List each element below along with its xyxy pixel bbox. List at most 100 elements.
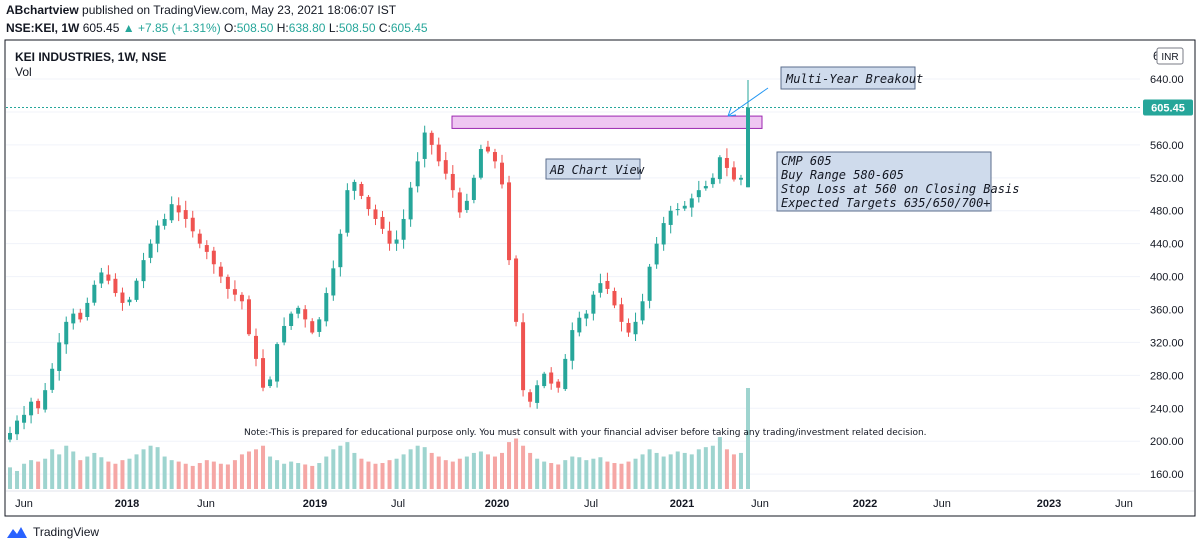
volume-bar <box>92 452 97 489</box>
chart-view-label-box[interactable] <box>545 158 641 180</box>
volume-bar <box>331 449 336 489</box>
candle-body <box>471 177 476 200</box>
volume-bar <box>710 445 715 489</box>
volume-bar <box>436 456 441 489</box>
candle-body <box>549 372 554 384</box>
volume-bar <box>500 452 504 489</box>
price-chart[interactable]: KEI INDUSTRIES, 1W, NSE Vol 160.00 200.00… <box>0 0 1200 520</box>
candle-body <box>507 182 512 261</box>
candle-body <box>8 432 12 440</box>
volume-bar <box>408 449 413 489</box>
candle-body <box>717 157 722 180</box>
candle-body <box>563 358 568 390</box>
trade-note-buy-range: Buy Range 580-605 <box>781 168 904 182</box>
candle-body <box>268 379 273 387</box>
candle-body <box>450 173 455 191</box>
volume-bar <box>471 452 476 489</box>
volume-bar <box>724 449 729 489</box>
volume-bar <box>317 463 322 489</box>
candle-body <box>246 299 251 335</box>
candle-body <box>478 149 483 178</box>
currency-badge[interactable] <box>1156 47 1184 65</box>
price-axis[interactable]: 160.00 200.00 240.00 280.00 320.00 360.00 400.… <box>1150 74 1184 481</box>
volume-bar <box>570 456 575 489</box>
footer: TradingView <box>6 524 99 540</box>
candle-body <box>514 258 519 322</box>
published-text: published on TradingView.com, May 23, 20… <box>82 3 397 17</box>
candle-body <box>282 325 287 343</box>
volume-bar <box>120 460 125 489</box>
volume-bar <box>464 456 469 489</box>
volume-bar <box>492 456 497 489</box>
volume-bar <box>71 451 76 489</box>
volume-bar <box>457 458 462 489</box>
volume-bar <box>338 445 343 489</box>
candle-body <box>155 225 160 244</box>
volume-bar <box>535 458 540 489</box>
candle-body <box>289 313 294 326</box>
pane-title: KEI INDUSTRIES, 1W, NSE <box>15 50 166 64</box>
volume-bar <box>64 445 69 489</box>
time-axis[interactable]: Jun 2018 Jun 2019 Jul 2020 Jul 2021 Jun 2022 Jun 20… <box>6 490 1194 510</box>
publisher-name[interactable]: ABchartview <box>6 3 79 17</box>
y-tick-label: 360.00 <box>1150 305 1184 317</box>
open-value: 508.50 <box>236 21 274 35</box>
candle-body <box>675 209 680 211</box>
volume-bar <box>415 445 420 489</box>
candle-body <box>352 181 357 191</box>
volume-bar <box>352 452 357 489</box>
volume-bar <box>556 464 561 489</box>
candle-body <box>696 190 701 198</box>
candle-body <box>464 200 469 210</box>
breakout-zone[interactable] <box>451 115 763 129</box>
candle-series <box>8 80 750 443</box>
trade-note-box[interactable] <box>776 151 992 212</box>
candle-body <box>254 335 258 359</box>
last-price-badge-label: 605.45 <box>1151 102 1185 114</box>
candle-body <box>99 272 104 284</box>
volume-bar <box>162 456 167 489</box>
low-value: 508.50 <box>338 21 376 35</box>
candle-body <box>106 274 111 281</box>
volume-bar <box>204 460 209 489</box>
x-tick-label: Jun <box>933 498 951 510</box>
volume-bar <box>183 463 188 489</box>
volume-bar <box>268 456 273 489</box>
candle-body <box>401 218 406 240</box>
breakout-label-box[interactable] <box>780 66 916 90</box>
volume-bar <box>387 460 392 489</box>
candle-body <box>746 107 750 188</box>
tradingview-logo-icon[interactable] <box>6 524 28 540</box>
volume-bar <box>640 454 645 489</box>
candle-body <box>366 196 371 210</box>
trade-note-cmp: CMP 605 <box>781 154 832 168</box>
volume-bar <box>633 458 638 489</box>
y-tick-label: 480.00 <box>1150 206 1184 218</box>
candle-body <box>654 243 659 265</box>
volume-bar <box>36 461 41 489</box>
y-tick-label: 280.00 <box>1150 370 1184 382</box>
volume-bar <box>373 463 378 489</box>
volume-bar <box>668 454 673 489</box>
candle-body <box>211 250 216 265</box>
volume-bar <box>50 449 55 489</box>
volume-bar <box>22 463 27 489</box>
volume-bar <box>148 445 153 489</box>
volume-bar <box>738 452 743 489</box>
volume-bar <box>380 463 385 489</box>
volume-bar <box>746 388 750 489</box>
candle-body <box>85 302 90 317</box>
candle-body <box>738 177 743 180</box>
volume-bar <box>310 465 315 489</box>
x-tick-label: Jun <box>197 498 215 510</box>
volume-bar <box>682 452 687 489</box>
volume-bar <box>422 447 427 489</box>
currency-label: INR <box>1161 52 1178 63</box>
candle-body <box>15 420 20 435</box>
volume-bar <box>29 460 34 489</box>
publish-info: ABchartview published on TradingView.com… <box>6 3 396 17</box>
candle-body <box>78 312 83 320</box>
candle-body <box>570 330 575 361</box>
candle-body <box>345 190 350 233</box>
footer-brand[interactable]: TradingView <box>33 525 100 539</box>
